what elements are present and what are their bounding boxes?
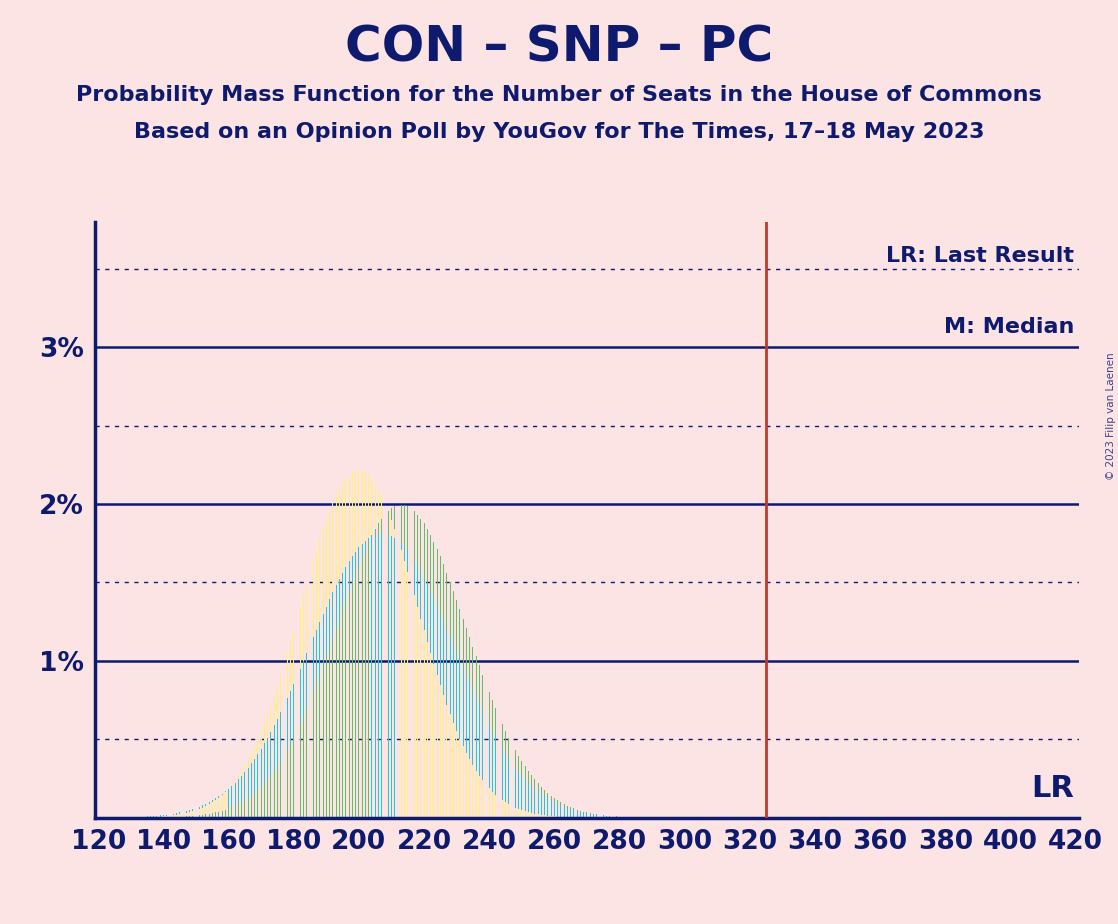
Text: 160: 160 — [201, 829, 256, 855]
Text: 380: 380 — [918, 829, 973, 855]
Text: M: Median: M: Median — [944, 317, 1074, 337]
Text: 420: 420 — [1048, 829, 1103, 855]
Text: 340: 340 — [787, 829, 843, 855]
Text: 120: 120 — [70, 829, 126, 855]
Text: Probability Mass Function for the Number of Seats in the House of Commons: Probability Mass Function for the Number… — [76, 85, 1042, 105]
Text: 220: 220 — [397, 829, 452, 855]
Text: LR: Last Result: LR: Last Result — [885, 246, 1074, 265]
Text: Based on an Opinion Poll by YouGov for The Times, 17–18 May 2023: Based on an Opinion Poll by YouGov for T… — [134, 122, 984, 142]
Text: LR: LR — [1031, 773, 1074, 803]
Text: 180: 180 — [266, 829, 321, 855]
Text: CON – SNP – PC: CON – SNP – PC — [344, 23, 774, 71]
Text: 360: 360 — [853, 829, 908, 855]
Text: 200: 200 — [331, 829, 387, 855]
Text: 400: 400 — [983, 829, 1038, 855]
Text: © 2023 Filip van Laenen: © 2023 Filip van Laenen — [1106, 352, 1116, 480]
Text: 260: 260 — [527, 829, 582, 855]
Text: 240: 240 — [462, 829, 517, 855]
Text: 320: 320 — [722, 829, 777, 855]
Text: 300: 300 — [657, 829, 712, 855]
Text: 280: 280 — [591, 829, 647, 855]
Text: 140: 140 — [136, 829, 191, 855]
